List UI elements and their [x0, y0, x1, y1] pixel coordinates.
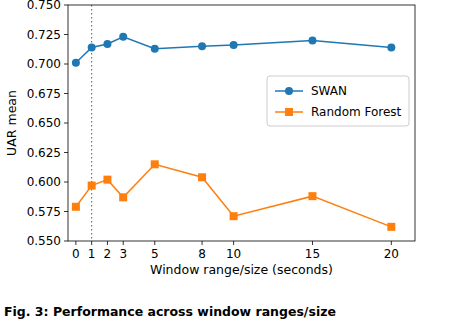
- y-tick-label: 0.700: [27, 57, 61, 71]
- x-tick-label: 2: [104, 247, 112, 261]
- y-axis-label: UAR mean: [4, 90, 19, 156]
- marker: [151, 160, 159, 168]
- marker: [387, 43, 395, 51]
- series-line: [76, 164, 391, 227]
- marker: [103, 40, 111, 48]
- marker: [151, 45, 159, 53]
- x-tick-label: 1: [88, 247, 96, 261]
- marker: [72, 59, 80, 67]
- marker: [119, 33, 127, 41]
- legend-marker: [285, 87, 293, 95]
- y-tick: [64, 182, 68, 183]
- x-tick: [91, 241, 92, 245]
- plot-frame: [68, 5, 415, 241]
- marker: [88, 182, 96, 190]
- x-tick: [202, 241, 203, 245]
- y-tick: [64, 64, 68, 65]
- marker: [119, 193, 127, 201]
- x-tick-label: 10: [226, 247, 241, 261]
- y-tick-label: 0.600: [27, 175, 61, 189]
- marker: [308, 192, 316, 200]
- chart: 0.550 0.575 0.600 0.625 0.650 0.675 0.700 0.725…: [0, 0, 460, 324]
- y-tick-label: 0.725: [27, 28, 61, 42]
- reference-line: [91, 5, 92, 241]
- marker: [308, 36, 316, 44]
- x-tick-label: 3: [119, 247, 127, 261]
- legend-marker: [285, 108, 293, 116]
- x-tick: [107, 241, 108, 245]
- legend-label: Random Forest: [311, 105, 402, 119]
- x-axis-label: Window range/size (seconds): [150, 262, 333, 277]
- caption: Fig. 3: Performance across window ranges…: [4, 304, 336, 319]
- marker: [230, 212, 238, 220]
- y-tick: [64, 211, 68, 212]
- marker: [72, 203, 80, 211]
- x-tick: [154, 241, 155, 245]
- x-tick: [391, 241, 392, 245]
- marker: [387, 223, 395, 231]
- x-tick: [75, 241, 76, 245]
- marker: [103, 176, 111, 184]
- y-tick-label: 0.675: [27, 87, 61, 101]
- y-tick-label: 0.650: [27, 116, 61, 130]
- y-tick: [64, 93, 68, 94]
- x-tick-label: 8: [198, 247, 206, 261]
- y-tick: [64, 34, 68, 35]
- x-tick-label: 5: [151, 247, 159, 261]
- x-tick: [312, 241, 313, 245]
- y-tick: [64, 5, 68, 6]
- y-tick: [64, 241, 68, 242]
- x-tick-label: 15: [305, 247, 320, 261]
- y-tick: [64, 123, 68, 124]
- x-tick-label: 20: [384, 247, 399, 261]
- x-tick: [123, 241, 124, 245]
- marker: [198, 42, 206, 50]
- y-tick-label: 0.575: [27, 205, 61, 219]
- x-tick: [233, 241, 234, 245]
- legend-box: [267, 76, 409, 126]
- y-tick: [64, 152, 68, 153]
- marker: [88, 43, 96, 51]
- y-tick-label: 0.550: [27, 234, 61, 248]
- x-tick-label: 0: [72, 247, 80, 261]
- y-tick-label: 0.625: [27, 146, 61, 160]
- legend-label: SWAN: [311, 84, 347, 98]
- marker: [230, 41, 238, 49]
- y-tick-label: 0.750: [27, 0, 61, 12]
- marker: [198, 173, 206, 181]
